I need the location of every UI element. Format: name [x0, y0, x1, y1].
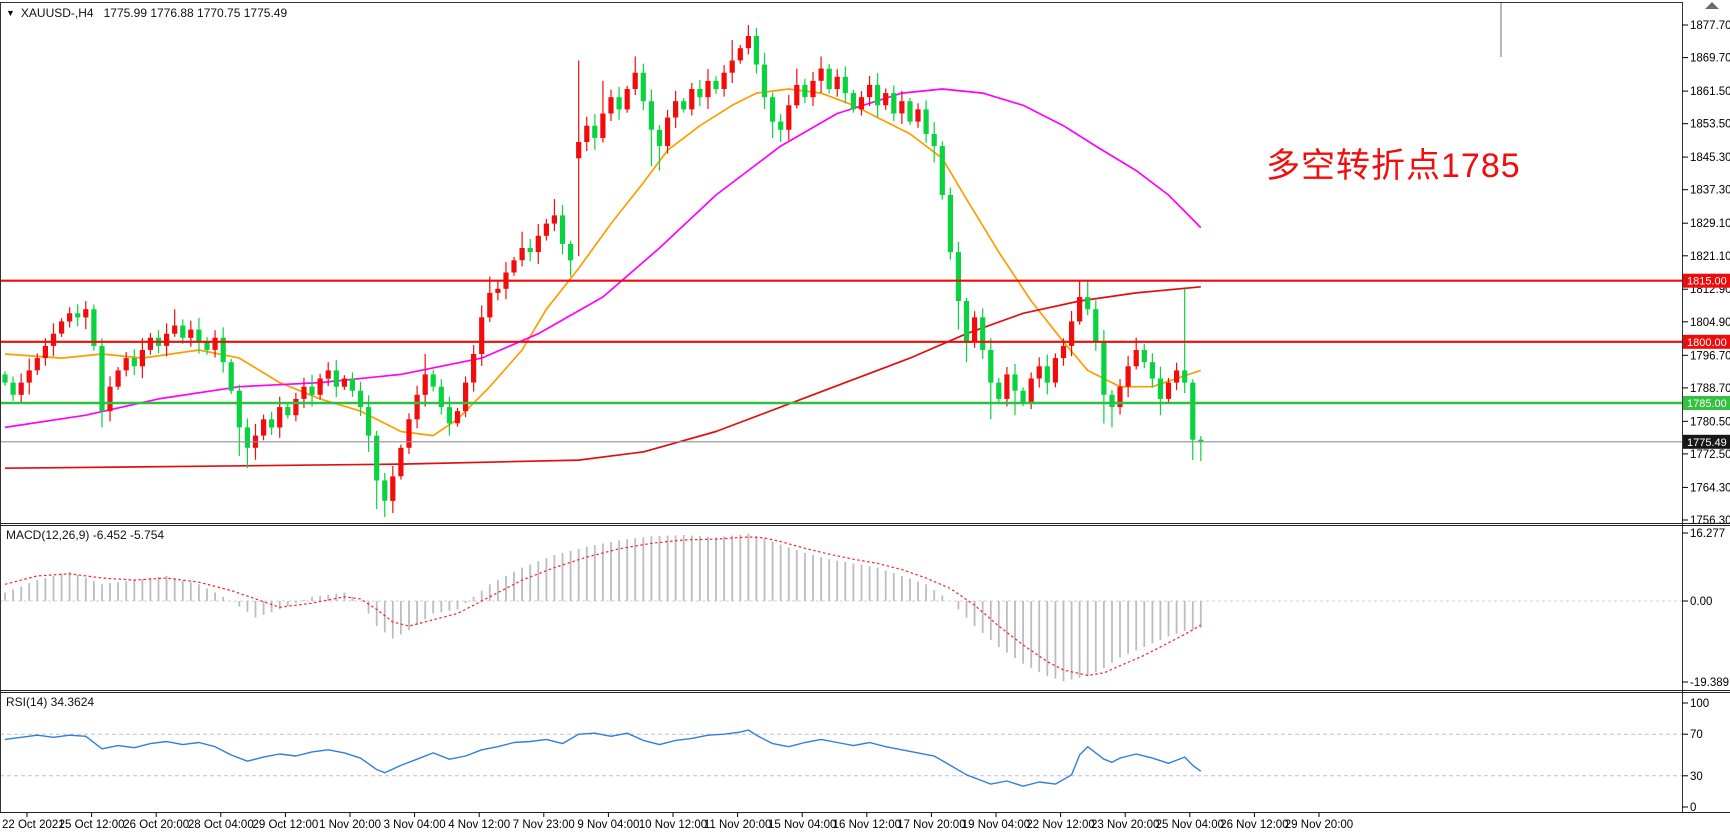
svg-text:1804.90: 1804.90	[1690, 317, 1730, 329]
svg-text:1772.50: 1772.50	[1690, 449, 1730, 461]
chart-text-annotation: 多空转折点1785	[1266, 147, 1521, 185]
svg-text:1877.70: 1877.70	[1690, 20, 1730, 32]
chart-title: ▼ XAUUSD-,H4 1775.99 1776.88 1770.75 1775.…	[6, 6, 287, 20]
svg-text:0: 0	[1690, 802, 1696, 814]
candles-layer[interactable]	[2, 25, 1204, 518]
svg-text:10 Nov 12:00: 10 Nov 12:00	[639, 819, 707, 831]
svg-text:1837.30: 1837.30	[1690, 185, 1730, 197]
rsi-line	[4, 729, 1202, 787]
svg-text:1829.10: 1829.10	[1690, 218, 1730, 230]
svg-text:1853.50: 1853.50	[1690, 119, 1730, 131]
svg-text:30: 30	[1690, 771, 1703, 783]
svg-text:26 Oct 20:00: 26 Oct 20:00	[123, 819, 189, 831]
svg-text:16 Nov 12:00: 16 Nov 12:00	[833, 819, 901, 831]
svg-text:11 Nov 20:00: 11 Nov 20:00	[704, 819, 772, 831]
svg-text:25 Nov 04:00: 25 Nov 04:00	[1156, 819, 1224, 831]
svg-text:1788.70: 1788.70	[1690, 383, 1730, 395]
svg-text:1800.00: 1800.00	[1687, 337, 1727, 349]
svg-text:-19.389: -19.389	[1690, 677, 1729, 689]
ohlc-readout: 1775.99 1776.88 1770.75 1775.49	[103, 6, 288, 20]
svg-text:1756.30: 1756.30	[1690, 515, 1730, 527]
svg-text:0.00: 0.00	[1690, 596, 1712, 608]
svg-text:1869.70: 1869.70	[1690, 53, 1730, 65]
macd-signal-line	[4, 536, 1202, 677]
svg-text:1821.10: 1821.10	[1690, 251, 1730, 263]
svg-text:1780.50: 1780.50	[1690, 416, 1730, 428]
svg-text:1845.30: 1845.30	[1690, 152, 1730, 164]
svg-text:1785.00: 1785.00	[1687, 398, 1727, 410]
svg-text:26 Nov 12:00: 26 Nov 12:00	[1220, 819, 1288, 831]
macd-indicator-label: MACD(12,26,9) -6.452 -5.754	[6, 528, 165, 542]
svg-text:22 Nov 12:00: 22 Nov 12:00	[1026, 819, 1094, 831]
ma-slow-red	[4, 285, 1201, 470]
svg-text:70: 70	[1690, 729, 1703, 741]
price-axis-labels: 1877.70 1869.70 1861.50 1853.50 1845.30 1837.…	[1682, 20, 1730, 814]
svg-text:23 Nov 20:00: 23 Nov 20:00	[1091, 819, 1159, 831]
svg-text:28 Oct 04:00: 28 Oct 04:00	[188, 819, 254, 831]
svg-text:7 Nov 23:00: 7 Nov 23:00	[513, 819, 575, 831]
svg-text:1861.50: 1861.50	[1690, 86, 1730, 98]
symbol-timeframe: XAUUSD-,H4	[20, 6, 94, 20]
svg-text:29 Nov 20:00: 29 Nov 20:00	[1285, 819, 1353, 831]
price-badges: 1815.00 1800.00 1785.00 1775.49	[1683, 273, 1730, 449]
svg-text:4 Nov 12:00: 4 Nov 12:00	[448, 819, 510, 831]
svg-text:1796.70: 1796.70	[1690, 350, 1730, 362]
svg-text:3 Nov 04:00: 3 Nov 04:00	[384, 819, 446, 831]
svg-text:25 Oct 12:00: 25 Oct 12:00	[59, 819, 125, 831]
svg-text:15 Nov 04:00: 15 Nov 04:00	[768, 819, 836, 831]
svg-text:9 Nov 04:00: 9 Nov 04:00	[577, 819, 639, 831]
svg-text:1815.00: 1815.00	[1687, 276, 1727, 288]
svg-text:1775.49: 1775.49	[1687, 437, 1727, 449]
symbol-dropdown-icon[interactable]: ▼	[6, 8, 15, 18]
svg-text:29 Oct 12:00: 29 Oct 12:00	[252, 819, 318, 831]
ma-mid-magenta	[4, 88, 1202, 429]
svg-text:1764.30: 1764.30	[1690, 482, 1730, 494]
rsi-indicator-label: RSI(14) 34.3624	[6, 695, 95, 709]
rsi-panel[interactable]	[0, 729, 1682, 787]
svg-text:16.277: 16.277	[1690, 528, 1725, 540]
svg-text:100: 100	[1690, 698, 1709, 710]
svg-text:17 Nov 20:00: 17 Nov 20:00	[897, 819, 965, 831]
macd-panel[interactable]	[0, 533, 1682, 682]
svg-text:22 Oct 2021: 22 Oct 2021	[2, 819, 65, 831]
scroll-end-icon[interactable]	[1705, 2, 1719, 9]
svg-text:1 Nov 20:00: 1 Nov 20:00	[319, 819, 381, 831]
svg-text:19 Nov 04:00: 19 Nov 04:00	[962, 819, 1030, 831]
